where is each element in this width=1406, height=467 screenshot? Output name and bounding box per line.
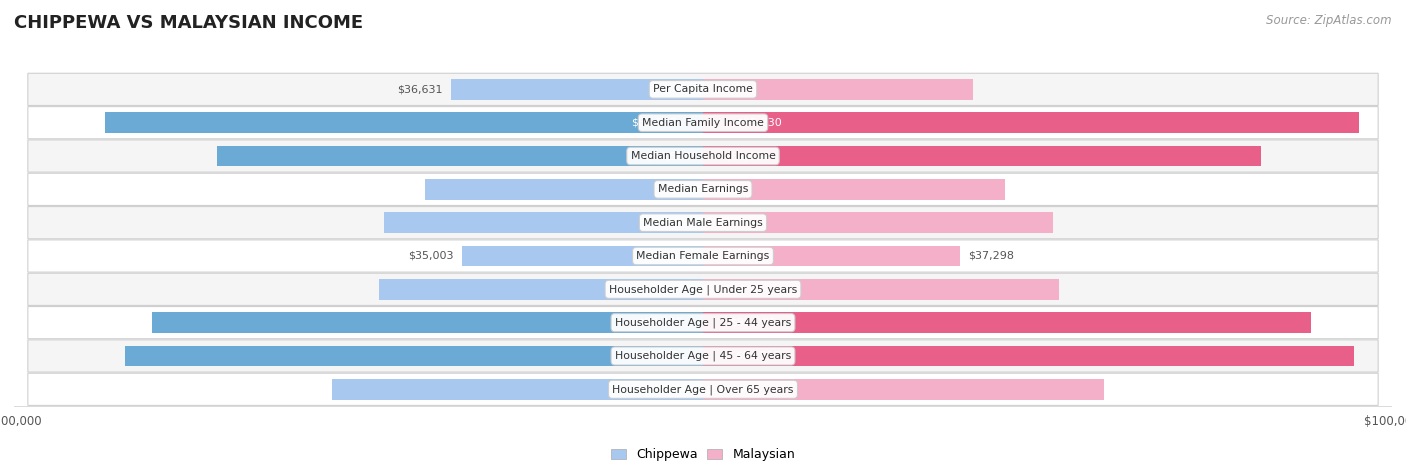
FancyBboxPatch shape (28, 140, 1378, 172)
Bar (426, 179, 703, 200)
Text: $70,539: $70,539 (645, 151, 690, 161)
Text: Householder Age | Over 65 years: Householder Age | Over 65 years (612, 384, 794, 395)
Bar (703, 279, 1059, 300)
Text: $83,943: $83,943 (634, 351, 679, 361)
Bar (703, 146, 1261, 166)
Text: $81,064: $81,064 (724, 151, 770, 161)
Text: $86,852: $86,852 (631, 118, 678, 127)
Bar (703, 179, 1005, 200)
Text: $43,844: $43,844 (693, 184, 740, 194)
Text: $39,194: $39,194 (689, 85, 735, 94)
FancyBboxPatch shape (28, 73, 1378, 106)
Bar (703, 113, 1360, 133)
Text: $53,847: $53,847 (658, 384, 704, 394)
FancyBboxPatch shape (28, 340, 1378, 372)
Text: $40,287: $40,287 (669, 184, 716, 194)
Text: Median Family Income: Median Family Income (643, 118, 763, 127)
Text: $80,005: $80,005 (637, 318, 682, 328)
Text: Median Earnings: Median Earnings (658, 184, 748, 194)
Text: $36,631: $36,631 (396, 85, 443, 94)
Text: $47,015: $47,015 (664, 284, 710, 294)
FancyBboxPatch shape (28, 106, 1378, 139)
FancyBboxPatch shape (28, 306, 1378, 339)
Text: Median Female Earnings: Median Female Earnings (637, 251, 769, 261)
Bar (451, 79, 703, 99)
Bar (384, 212, 703, 233)
Bar (104, 113, 703, 133)
Text: $88,291: $88,291 (730, 318, 776, 328)
FancyBboxPatch shape (28, 273, 1378, 305)
Bar (703, 312, 1312, 333)
Bar (461, 246, 703, 266)
Legend: Chippewa, Malaysian: Chippewa, Malaysian (610, 448, 796, 461)
Bar (152, 312, 703, 333)
Bar (125, 346, 703, 366)
Bar (380, 279, 703, 300)
Text: Median Household Income: Median Household Income (630, 151, 776, 161)
Text: Householder Age | 45 - 64 years: Householder Age | 45 - 64 years (614, 351, 792, 361)
Text: Householder Age | Under 25 years: Householder Age | Under 25 years (609, 284, 797, 295)
Text: $51,615: $51,615 (700, 284, 745, 294)
Text: $46,368: $46,368 (665, 218, 710, 228)
Text: $58,244: $58,244 (706, 384, 751, 394)
FancyBboxPatch shape (28, 373, 1378, 405)
Bar (332, 379, 703, 400)
Bar (703, 246, 960, 266)
Text: Per Capita Income: Per Capita Income (652, 85, 754, 94)
Text: $94,517: $94,517 (735, 351, 782, 361)
Text: $35,003: $35,003 (408, 251, 454, 261)
Bar (703, 79, 973, 99)
FancyBboxPatch shape (28, 240, 1378, 272)
Text: $37,298: $37,298 (969, 251, 1014, 261)
Text: Source: ZipAtlas.com: Source: ZipAtlas.com (1267, 14, 1392, 27)
Text: Median Male Earnings: Median Male Earnings (643, 218, 763, 228)
Text: Householder Age | 25 - 44 years: Householder Age | 25 - 44 years (614, 318, 792, 328)
Bar (703, 379, 1104, 400)
FancyBboxPatch shape (28, 173, 1378, 205)
FancyBboxPatch shape (28, 206, 1378, 239)
Text: CHIPPEWA VS MALAYSIAN INCOME: CHIPPEWA VS MALAYSIAN INCOME (14, 14, 363, 32)
Bar (703, 346, 1354, 366)
Bar (217, 146, 703, 166)
Text: $95,230: $95,230 (735, 118, 782, 127)
Bar (703, 212, 1053, 233)
Text: $50,772: $50,772 (699, 218, 745, 228)
